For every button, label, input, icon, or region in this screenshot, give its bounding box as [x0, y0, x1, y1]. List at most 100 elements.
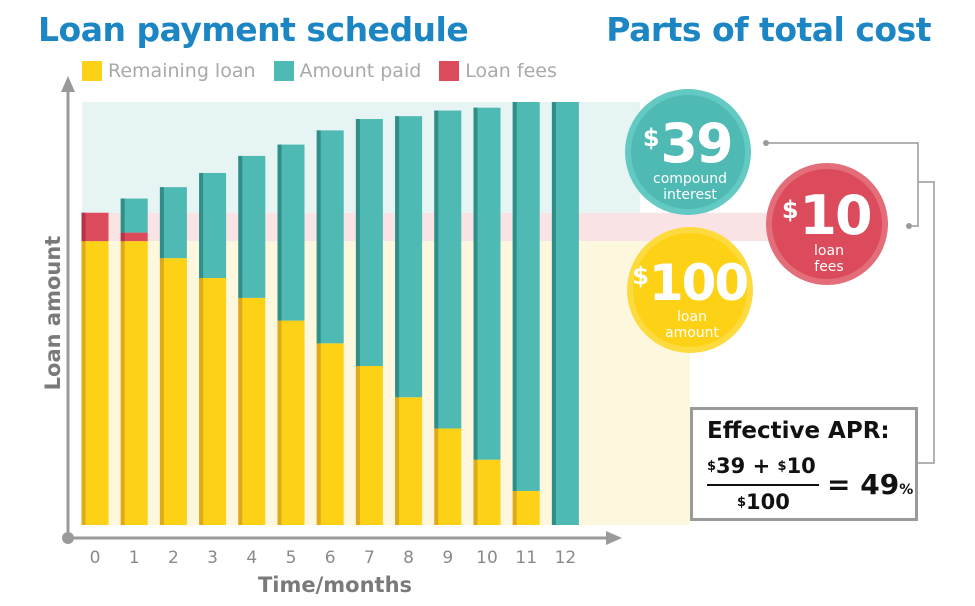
bar-remaining-11-edge [512, 490, 517, 525]
y-axis-label: Loan amount [41, 236, 65, 391]
cost-circle-fill-interest [631, 95, 745, 209]
bar-paid-6-edge [316, 130, 321, 344]
legend-swatch-paid [273, 61, 294, 81]
bar-paid-10 [473, 107, 501, 460]
bar-remaining-9 [434, 428, 462, 525]
x-tick-4: 4 [246, 548, 257, 568]
apr-fraction-line [707, 484, 819, 486]
bar-remaining-7 [355, 366, 383, 525]
bar-remaining-11 [512, 490, 540, 525]
bar-paid-4-edge [238, 155, 243, 298]
bar-paid-7-edge [355, 119, 360, 367]
apr-currency-fees: $ [777, 459, 787, 474]
bar-remaining-1 [120, 241, 148, 526]
cost-circle-fill-fees [772, 169, 882, 279]
apr-equals: = [827, 468, 851, 501]
bar-paid-6 [316, 130, 344, 344]
x-tick-0: 0 [90, 548, 101, 568]
apr-fees: 10 [786, 454, 816, 478]
bar-remaining-10 [473, 459, 501, 525]
bar-fees-0 [81, 212, 109, 242]
bar-paid-2 [159, 187, 187, 259]
legend-label-remaining: Remaining loan [108, 60, 256, 82]
bar-remaining-6 [316, 343, 344, 525]
x-axis-arrow [606, 531, 622, 545]
connector-interest-dot [763, 140, 769, 146]
x-tick-9: 9 [442, 548, 453, 568]
x-tick-3: 3 [207, 548, 218, 568]
apr-interest: 39 [716, 454, 746, 478]
legend-item-remaining: Remaining loan [82, 60, 256, 82]
x-tick-11: 11 [515, 548, 537, 568]
apr-currency-principal: $ [737, 495, 747, 510]
apr-denominator: $100 [737, 490, 790, 514]
cost-currency-loan: $ [632, 262, 649, 290]
cost-circle-fill-loan [633, 233, 747, 347]
apr-result-value: 49 [860, 468, 900, 501]
cost-currency-interest: $ [643, 124, 660, 152]
x-tick-7: 7 [364, 548, 375, 568]
x-tick-8: 8 [403, 548, 414, 568]
bar-remaining-4-edge [238, 297, 243, 525]
legend-swatch-remaining [82, 61, 102, 81]
bar-remaining-10-edge [473, 459, 478, 525]
chart-title: Loan payment schedule [38, 10, 469, 49]
bar-remaining-7-edge [355, 366, 360, 525]
cost-value-loan: 100 [649, 254, 748, 312]
cost-parts-title: Parts of total cost [606, 10, 931, 49]
bar-paid-11-edge [512, 102, 517, 491]
bar-paid-8-edge [395, 116, 400, 398]
bar-paid-12-edge [551, 102, 556, 525]
bar-paid-1-edge [120, 198, 125, 233]
x-tick-5: 5 [286, 548, 297, 568]
apr-result: = 49% [827, 468, 913, 501]
bar-remaining-9-edge [434, 428, 439, 525]
bar-fees-1 [120, 232, 148, 242]
x-tick-10: 10 [476, 548, 498, 568]
legend-label-fees: Loan fees [465, 60, 557, 82]
cost-label-fees-0: loan [814, 243, 844, 259]
apr-currency-interest: $ [707, 459, 717, 474]
bar-fees-0-edge [81, 212, 86, 242]
bar-paid-8 [395, 116, 423, 398]
legend-swatch-fees [439, 61, 460, 81]
bar-remaining-2 [159, 258, 187, 525]
bar-paid-5-edge [277, 144, 282, 321]
bar-remaining-5-edge [277, 320, 282, 525]
bar-paid-4 [238, 155, 266, 298]
cost-label-loan-1: amount [665, 325, 720, 341]
apr-title: Effective APR: [707, 418, 890, 444]
legend-item-fees: Loan fees [439, 60, 557, 82]
cost-currency-fees: $ [782, 196, 799, 224]
bar-fees-1-edge [120, 232, 125, 242]
cost-value-interest: 39 [660, 112, 731, 175]
apr-principal: 100 [746, 490, 790, 514]
legend: Remaining loan Amount paid Loan fees [82, 60, 557, 82]
bar-remaining-2-edge [159, 258, 164, 525]
bar-paid-10-edge [473, 107, 478, 460]
axis-origin-dot [62, 532, 74, 544]
apr-plus: + [752, 454, 771, 478]
bar-remaining-1-edge [120, 241, 125, 526]
connector-fees-dot [906, 223, 912, 229]
apr-percent: % [899, 482, 914, 498]
cost-label-interest-0: compound [653, 171, 727, 187]
cost-label-fees-1: fees [814, 259, 843, 275]
bar-remaining-8 [395, 397, 423, 525]
cost-label-interest-1: interest [663, 187, 717, 203]
bar-remaining-3-edge [199, 278, 204, 525]
cost-label-loan-0: loan [677, 309, 707, 325]
connector-apr [918, 181, 935, 464]
x-tick-6: 6 [325, 548, 336, 568]
x-tick-12: 12 [555, 548, 577, 568]
y-axis-arrow [61, 76, 75, 92]
bar-remaining-0 [81, 241, 109, 526]
bar-paid-1 [120, 198, 148, 233]
x-tick-1: 1 [129, 548, 140, 568]
legend-item-paid: Amount paid [273, 60, 421, 82]
x-tick-2: 2 [168, 548, 179, 568]
x-axis-label: Time/months [258, 573, 412, 597]
